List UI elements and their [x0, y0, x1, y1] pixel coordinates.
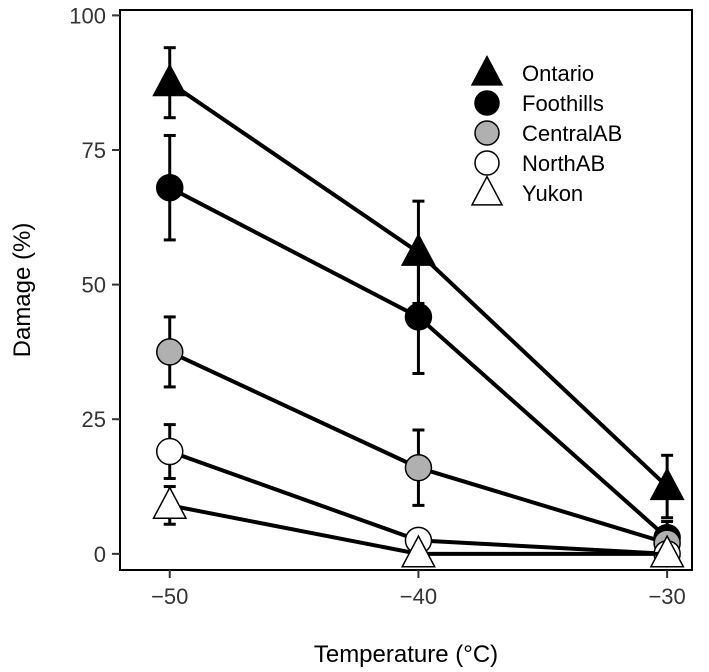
- x-tick-label: −30: [648, 584, 685, 609]
- series-layer: [152, 46, 685, 568]
- legend: Ontario Foothills CentralAB NorthAB Yukon: [470, 55, 622, 206]
- data-point-foothills: [155, 173, 184, 202]
- legend-marker-yukon: [470, 175, 504, 206]
- data-point-centralab: [404, 453, 433, 482]
- data-point-ontario: [152, 63, 188, 97]
- y-tick-label: 25: [82, 407, 106, 432]
- y-tick-label: 100: [69, 3, 106, 28]
- data-point-foothills: [404, 303, 433, 331]
- x-axis-title: Temperature (°C): [314, 641, 498, 668]
- series-ontario: [152, 46, 685, 520]
- legend-marker-northab: [474, 150, 500, 176]
- data-point-yukon: [649, 534, 685, 568]
- x-tick-label: −50: [151, 584, 188, 609]
- legend-marker-centralab: [474, 120, 500, 146]
- series-yukon: [152, 485, 685, 568]
- legend-label-ontario: Ontario: [522, 61, 594, 86]
- data-point-yukon: [400, 534, 436, 568]
- x-tick-label: −40: [400, 584, 437, 609]
- y-axis: 0 25 50 75 100: [69, 3, 120, 567]
- legend-marker-ontario: [470, 55, 504, 86]
- y-tick-label: 50: [82, 273, 106, 298]
- data-point-centralab: [155, 338, 184, 366]
- legend-marker-foothills: [474, 90, 500, 116]
- legend-label-northab: NorthAB: [522, 151, 605, 176]
- data-point-northab: [155, 437, 184, 466]
- data-point-yukon: [152, 486, 188, 520]
- y-tick-label: 75: [82, 138, 106, 163]
- legend-label-foothills: Foothills: [522, 91, 604, 116]
- x-axis: −50 −40 −30: [151, 570, 686, 609]
- legend-label-centralab: CentralAB: [522, 121, 622, 146]
- legend-label-yukon: Yukon: [522, 181, 583, 206]
- y-tick-label: 0: [94, 542, 106, 567]
- data-point-ontario: [649, 467, 685, 501]
- y-axis-title: Damage (%): [9, 223, 36, 358]
